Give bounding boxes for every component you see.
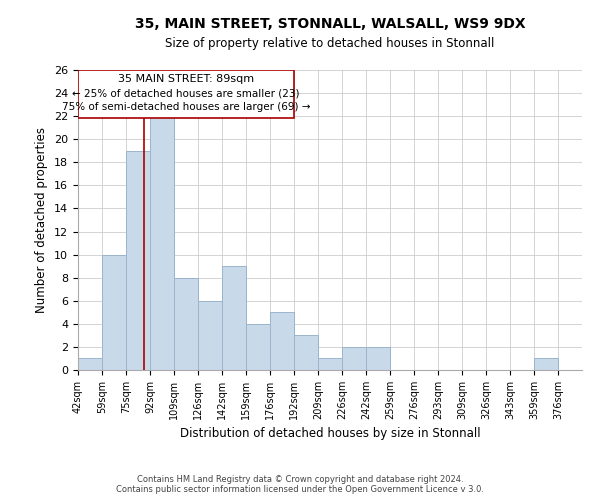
X-axis label: Distribution of detached houses by size in Stonnall: Distribution of detached houses by size … — [179, 428, 481, 440]
Text: 35, MAIN STREET, STONNALL, WALSALL, WS9 9DX: 35, MAIN STREET, STONNALL, WALSALL, WS9 … — [134, 18, 526, 32]
Bar — [342, 347, 366, 370]
Bar — [222, 266, 246, 370]
Bar — [246, 324, 270, 370]
Text: Contains HM Land Registry data © Crown copyright and database right 2024.: Contains HM Land Registry data © Crown c… — [137, 475, 463, 484]
Bar — [126, 151, 150, 370]
Bar — [318, 358, 342, 370]
Bar — [150, 116, 174, 370]
Bar — [198, 301, 222, 370]
FancyBboxPatch shape — [78, 70, 294, 118]
Bar — [270, 312, 294, 370]
Text: ← 25% of detached houses are smaller (23): ← 25% of detached houses are smaller (23… — [72, 88, 300, 98]
Bar — [366, 347, 390, 370]
Y-axis label: Number of detached properties: Number of detached properties — [35, 127, 49, 313]
Bar — [78, 358, 102, 370]
Bar — [174, 278, 198, 370]
Text: 35 MAIN STREET: 89sqm: 35 MAIN STREET: 89sqm — [118, 74, 254, 84]
Bar — [294, 336, 318, 370]
Bar — [102, 254, 126, 370]
Bar — [534, 358, 558, 370]
Text: Size of property relative to detached houses in Stonnall: Size of property relative to detached ho… — [166, 38, 494, 51]
Text: 75% of semi-detached houses are larger (69) →: 75% of semi-detached houses are larger (… — [62, 102, 310, 112]
Text: Contains public sector information licensed under the Open Government Licence v : Contains public sector information licen… — [116, 485, 484, 494]
